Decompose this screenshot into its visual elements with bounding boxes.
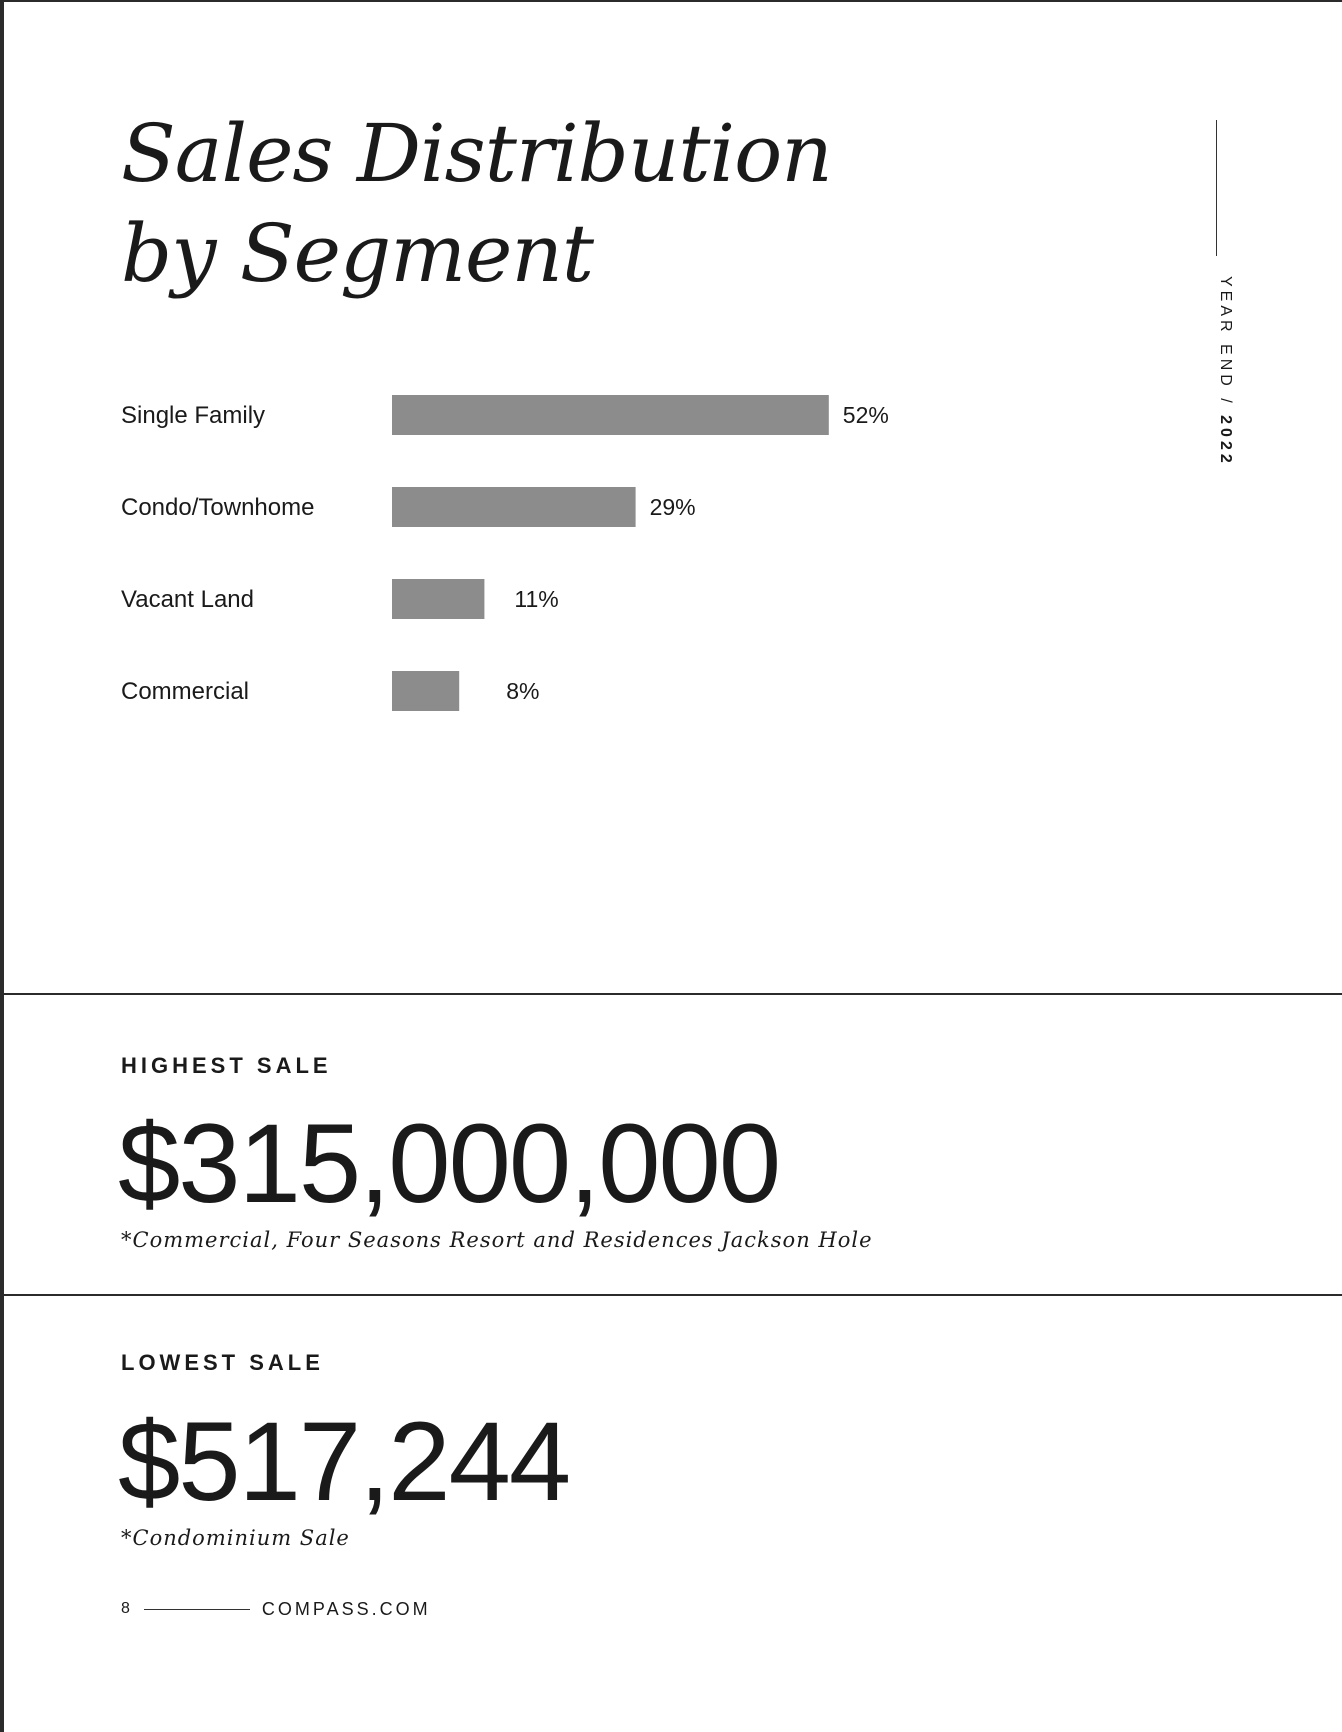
page-title-line-1: Sales Distribution [121,107,833,200]
side-rule [1216,120,1217,256]
year-end-label: YEAR END / 2022 [1216,276,1234,467]
lowest-sale-note: *Condominium Sale [121,1526,350,1550]
bar-single-family [392,395,829,435]
page-footer: 8 COMPASS.COM [121,1597,431,1621]
page-number: 8 [121,1600,130,1617]
value-label-vacant-land: 11% [514,586,558,612]
category-label-vacant-land: Vacant Land [121,586,254,613]
value-label-commercial: 8% [506,678,539,704]
category-label-commercial: Commercial [121,678,249,705]
value-label-single-family: 52% [843,402,889,428]
page-border-left [0,0,4,1732]
page-title: Sales Distribution by Segment [121,104,921,304]
highest-sale-heading: HIGHEST SALE [121,1053,332,1078]
value-label-condo-townhome: 29% [650,494,696,520]
bar-vacant-land [392,579,485,619]
bar-condo-townhome [392,487,636,527]
footer-rule [143,1608,250,1610]
category-label-single-family: Single Family [121,402,265,429]
year-end-separator: / [1217,389,1234,416]
page-border-top [0,0,1342,2]
highest-sale-value: $315,000,000 [118,1101,781,1226]
highest-sale-note: *Commercial, Four Seasons Resort and Res… [121,1228,873,1252]
segment-bar-chart-svg: Single Family 52% Condo/Townhome 29% Vacant … [121,395,889,711]
lowest-sale-value: $517,244 [118,1399,571,1524]
bar-commercial [392,671,460,711]
section-divider-1 [0,993,1342,995]
page-title-line-2: by Segment [121,207,594,300]
segment-bar-chart: Single Family 52% Condo/Townhome 29% Vacant … [121,380,1021,740]
lowest-sale-heading: LOWEST SALE [121,1350,324,1375]
year-end-year: 2022 [1217,415,1234,467]
category-label-condo-townhome: Condo/Townhome [121,494,314,521]
compass-site-link[interactable]: COMPASS.COM [261,1598,431,1619]
year-end-prefix: YEAR END [1217,276,1234,390]
section-divider-2 [0,1294,1342,1296]
